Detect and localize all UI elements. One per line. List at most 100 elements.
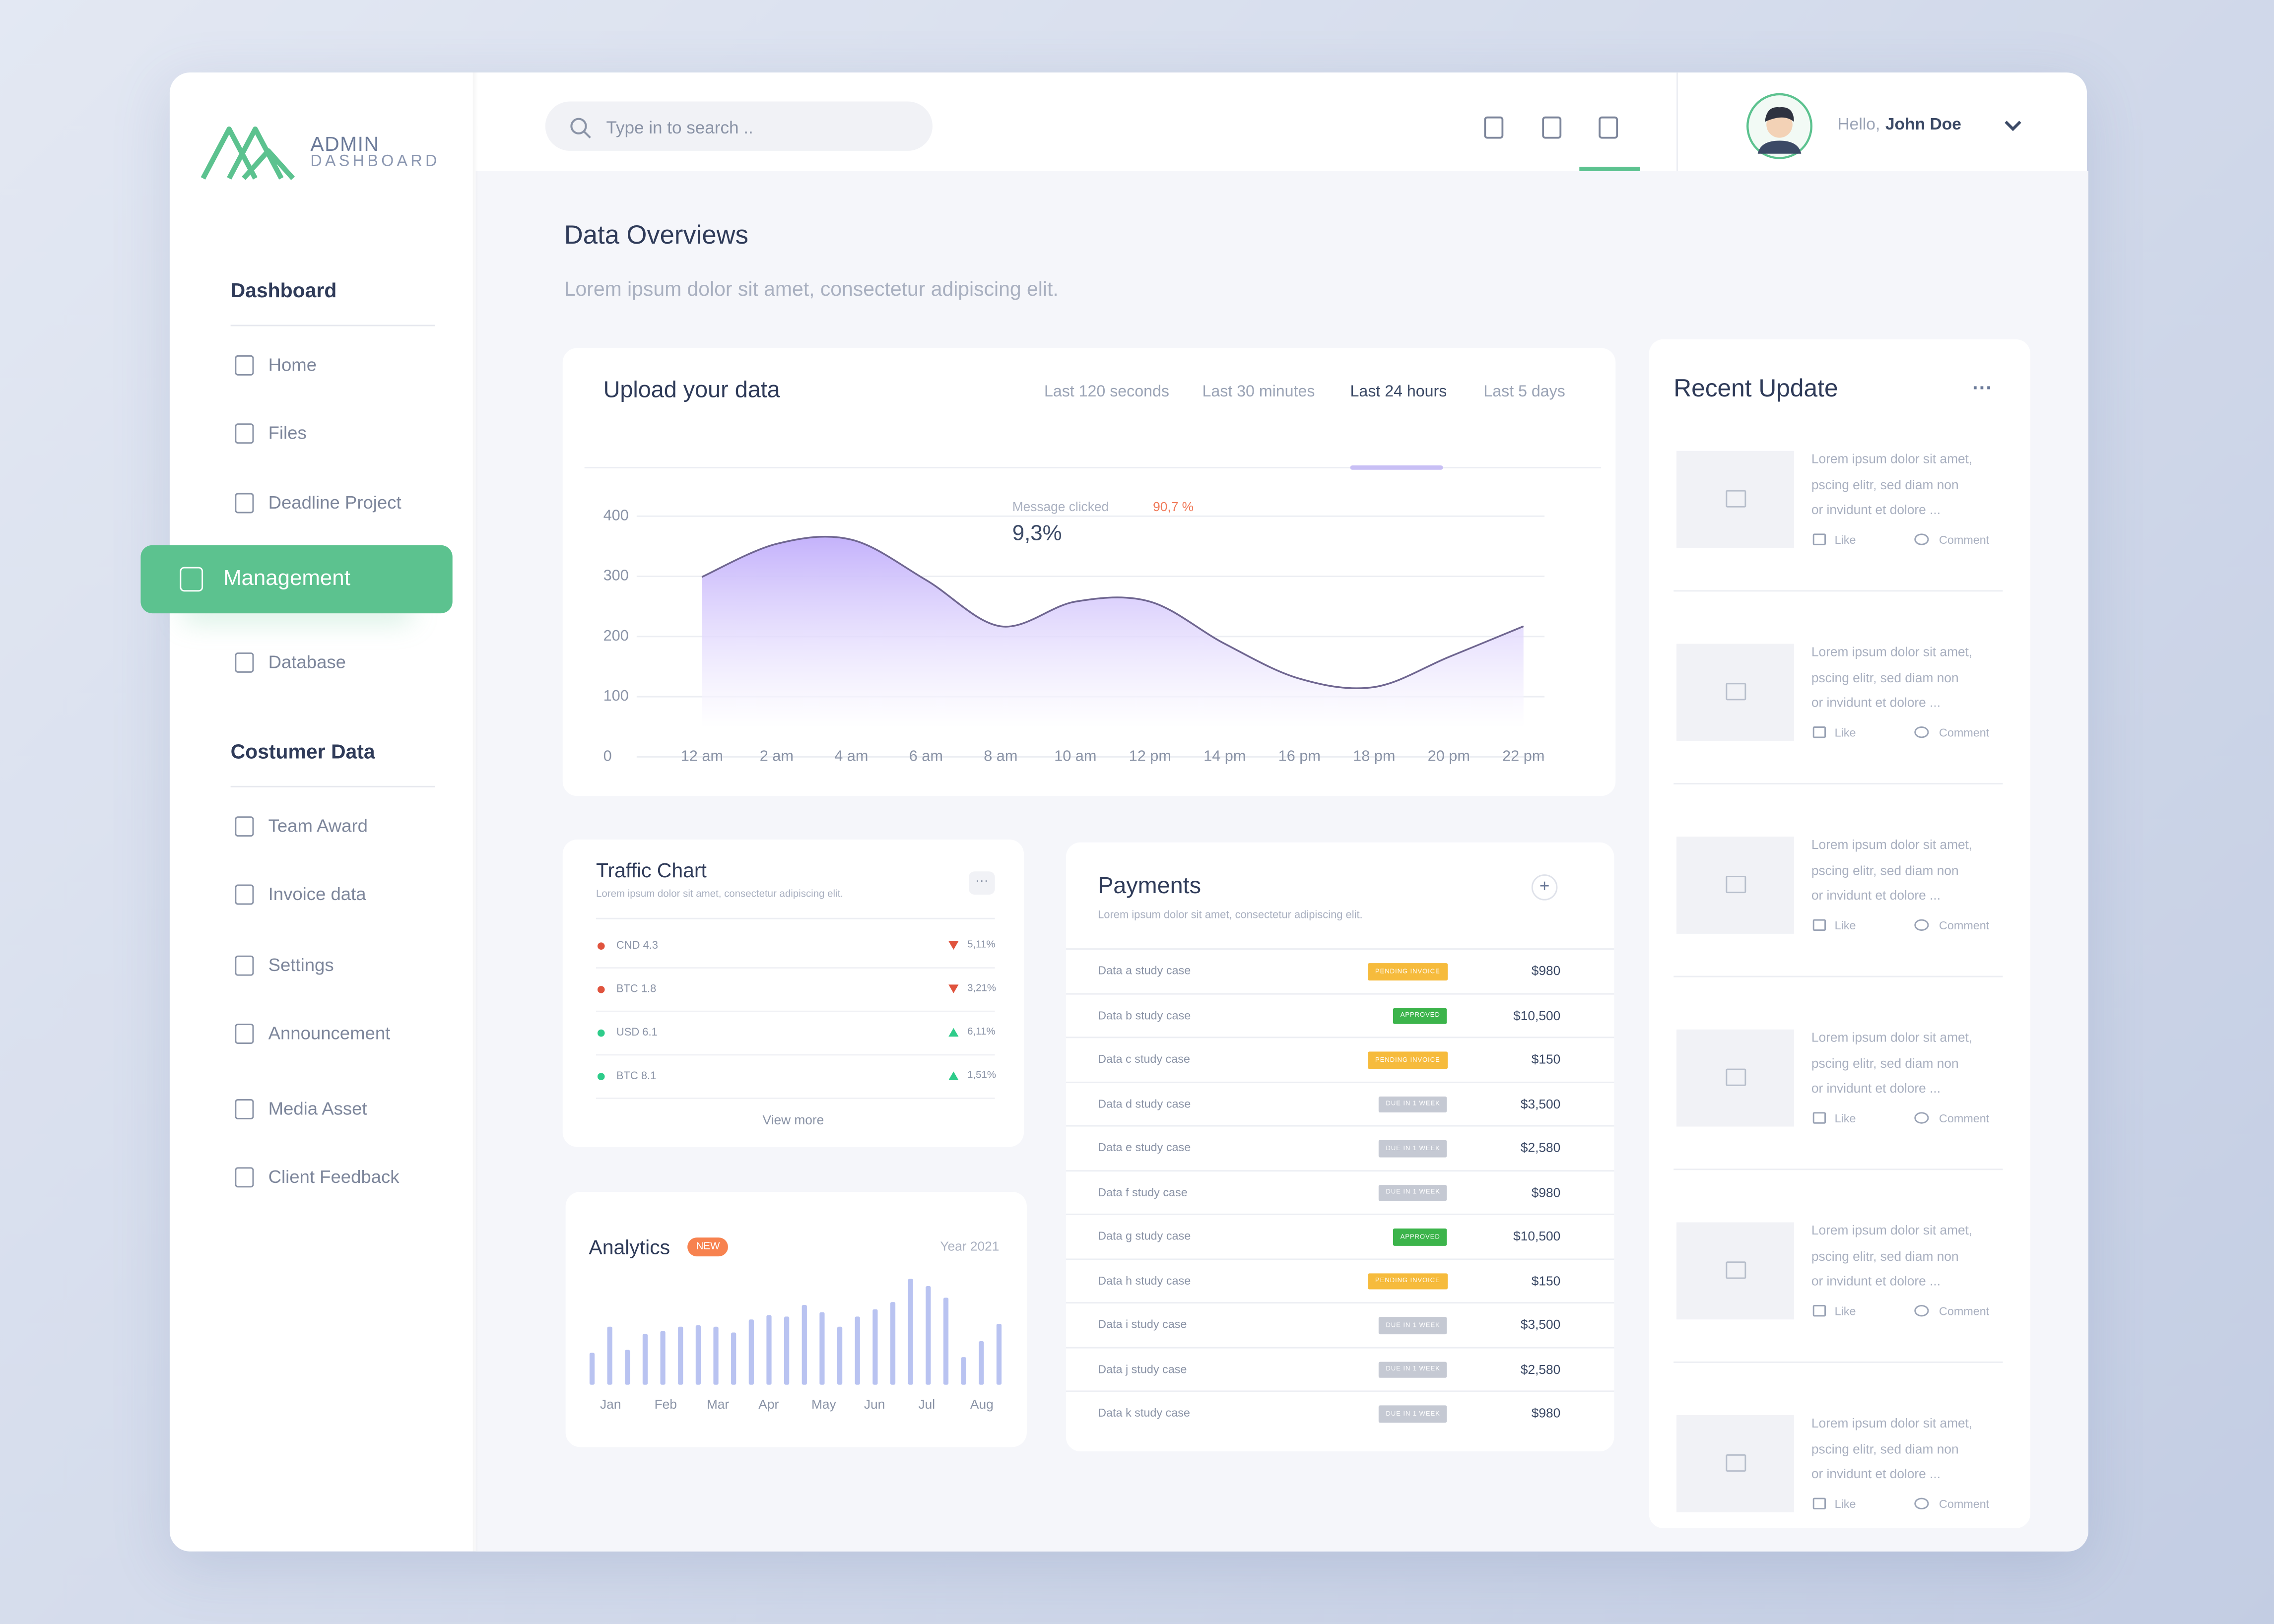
period-label: Year 2021 <box>940 1239 1000 1254</box>
nav-item-label[interactable]: Home <box>268 355 317 376</box>
x-tick-label: Aug <box>970 1397 994 1412</box>
traffic-name: BTC 1.8 <box>616 982 657 995</box>
nav-item-label[interactable]: Media Asset <box>268 1099 367 1119</box>
range-tab[interactable]: Last 24 hours <box>1350 383 1447 401</box>
comment-icon[interactable] <box>1914 919 1929 931</box>
item-divider <box>1673 1169 2003 1170</box>
more-button[interactable]: ··· <box>969 871 995 895</box>
row-divider <box>1066 1213 1614 1215</box>
comment-label[interactable]: Comment <box>1939 1112 1990 1125</box>
like-icon[interactable] <box>1812 1304 1826 1317</box>
row-divider <box>1066 992 1614 994</box>
greeting: Hello, <box>1837 116 1880 134</box>
like-icon[interactable] <box>1812 533 1826 545</box>
payment-amount: $10,500 <box>1513 1229 1561 1243</box>
search-box[interactable] <box>545 101 933 151</box>
nav-item-label[interactable]: Announcement <box>268 1023 391 1044</box>
comment-label[interactable]: Comment <box>1939 1304 1990 1318</box>
card-subtitle: Lorem ipsum dolor sit amet, consectetur … <box>1098 908 1363 921</box>
card-title: Payments <box>1098 874 1201 899</box>
nav-item-label[interactable]: Team Award <box>268 816 368 837</box>
comment-icon[interactable] <box>1914 1304 1929 1317</box>
section-divider <box>230 785 435 787</box>
payment-amount: $2,580 <box>1520 1140 1561 1155</box>
row-divider <box>596 1010 995 1012</box>
status-badge: DUE IN 1 WEEK <box>1378 1361 1448 1378</box>
payment-amount: $3,500 <box>1520 1096 1561 1111</box>
like-label[interactable]: Like <box>1834 726 1856 740</box>
payment-amount: $980 <box>1531 963 1561 978</box>
update-text: pscing elitr, sed diam non <box>1811 1441 1959 1456</box>
nav-item-label[interactable]: Client Feedback <box>268 1167 400 1187</box>
like-label[interactable]: Like <box>1834 1497 1856 1511</box>
status-badge: APPROVED <box>1393 1228 1448 1245</box>
like-icon[interactable] <box>1812 1497 1826 1509</box>
image-icon <box>1726 1068 1746 1086</box>
row-divider <box>1066 1037 1614 1039</box>
comment-icon[interactable] <box>1914 1497 1929 1509</box>
traffic-name: BTC 8.1 <box>616 1069 657 1082</box>
traffic-change: 3,21% <box>967 983 997 994</box>
like-label[interactable]: Like <box>1834 533 1856 547</box>
nav-item-label: Management <box>223 566 350 591</box>
row-divider <box>596 1054 995 1056</box>
row-divider <box>1066 1081 1614 1083</box>
comment-label[interactable]: Comment <box>1939 726 1990 740</box>
payment-amount: $150 <box>1531 1273 1561 1288</box>
nav-icon <box>235 1099 254 1119</box>
page-subtitle: Lorem ipsum dolor sit amet, consectetur … <box>564 277 1059 300</box>
item-divider <box>1673 1361 2003 1363</box>
comment-icon[interactable] <box>1914 533 1929 545</box>
range-tab[interactable]: Last 120 seconds <box>1044 383 1169 401</box>
status-dot <box>597 941 605 949</box>
item-divider <box>1673 590 2003 592</box>
row-divider <box>1066 1169 1614 1171</box>
range-tab[interactable]: Last 30 minutes <box>1202 383 1315 401</box>
update-text: Lorem ipsum dolor sit amet, <box>1811 1416 1973 1430</box>
update-text: or invidunt et dolore ... <box>1811 502 1941 517</box>
range-tab[interactable]: Last 5 days <box>1483 383 1565 401</box>
status-badge: DUE IN 1 WEEK <box>1378 1317 1448 1334</box>
upload-card <box>562 348 1616 796</box>
header-divider <box>1676 72 1678 171</box>
comment-label[interactable]: Comment <box>1939 1497 1990 1511</box>
row-divider <box>1066 1302 1614 1304</box>
update-text: or invidunt et dolore ... <box>1811 1466 1941 1482</box>
comment-icon[interactable] <box>1914 726 1929 738</box>
annotation-change: 90,7 % <box>1153 499 1194 514</box>
add-button[interactable]: + <box>1531 874 1558 901</box>
nav-item-label[interactable]: Deadline Project <box>268 492 401 513</box>
update-text: Lorem ipsum dolor sit amet, <box>1811 452 1973 466</box>
image-icon <box>1726 876 1746 894</box>
row-divider <box>1066 1346 1614 1348</box>
nav-item-label[interactable]: Files <box>268 423 307 444</box>
like-icon[interactable] <box>1812 726 1826 738</box>
payment-name: Data j study case <box>1098 1362 1187 1375</box>
like-label[interactable]: Like <box>1834 919 1856 932</box>
payment-name: Data g study case <box>1098 1230 1191 1243</box>
like-label[interactable]: Like <box>1834 1112 1856 1125</box>
update-text: Lorem ipsum dolor sit amet, <box>1811 837 1973 852</box>
update-text: pscing elitr, sed diam non <box>1811 1248 1959 1263</box>
nav-item-label[interactable]: Database <box>268 652 346 673</box>
payment-amount: $3,500 <box>1520 1317 1561 1332</box>
logo-title: ADMIN <box>310 131 380 155</box>
row-divider <box>1066 1125 1614 1127</box>
like-icon[interactable] <box>1812 919 1826 931</box>
status-badge: DUE IN 1 WEEK <box>1378 1405 1448 1422</box>
more-button[interactable]: ··· <box>1972 375 1993 399</box>
comment-icon[interactable] <box>1914 1112 1929 1124</box>
comment-label[interactable]: Comment <box>1939 919 1990 932</box>
comment-label[interactable]: Comment <box>1939 533 1990 547</box>
like-label[interactable]: Like <box>1834 1304 1856 1318</box>
nav-item-label[interactable]: Settings <box>268 955 334 975</box>
nav-icon <box>235 1024 254 1044</box>
update-text: or invidunt et dolore ... <box>1811 1274 1941 1289</box>
view-more[interactable]: View more <box>762 1112 824 1128</box>
nav-item-active[interactable] <box>140 545 453 614</box>
like-icon[interactable] <box>1812 1112 1826 1124</box>
image-icon <box>1726 1454 1746 1472</box>
nav-item-label[interactable]: Invoice data <box>268 884 366 905</box>
status-dot <box>597 1072 605 1080</box>
